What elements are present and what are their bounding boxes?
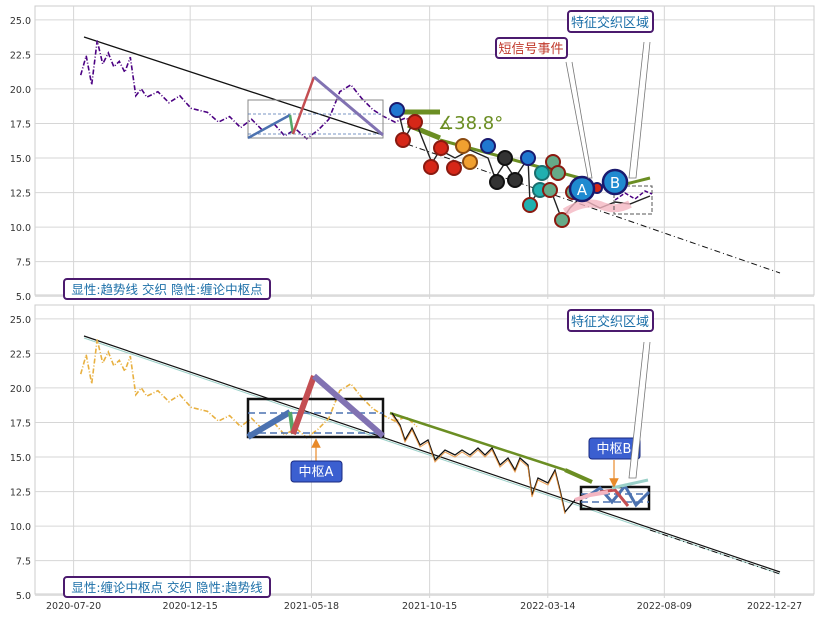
top-zhongshu-box [247, 99, 384, 139]
signal-marker [534, 165, 550, 181]
x-tick-label: 2020-12-15 [163, 601, 218, 612]
signal-marker [395, 132, 411, 148]
top-feature-callout-arrow [628, 41, 651, 179]
x-tick-label: 2021-10-15 [402, 601, 457, 612]
zhongshu-b-bi-strokes-3 [574, 490, 609, 502]
y-tick-label: 7.5 [16, 258, 31, 269]
signal-marker [489, 174, 505, 190]
bottom-panel: 5.0 7.5 10.0 12.5 15.0 17.5 20.0 22.5 25.0 2020-… [10, 304, 815, 612]
y-tick-label: 25.0 [10, 315, 31, 326]
y-tick-label: 12.5 [10, 189, 31, 200]
marker-b-circle [601, 168, 629, 196]
bottom-x-gridlines [73, 305, 776, 598]
signal-marker [389, 102, 405, 118]
bottom-bi-stroke-4 [312, 373, 385, 439]
bottom-olive-line [389, 411, 566, 472]
top-pink-wave [562, 199, 632, 216]
y-tick-label: 17.5 [10, 418, 31, 429]
signal-callout-arrow [565, 61, 593, 179]
signal-marker [497, 150, 513, 166]
top-feature-box [613, 185, 653, 215]
bottom-feature-callout-arrow [628, 341, 651, 479]
signal-marker [462, 154, 478, 170]
marker-b-label: B [610, 174, 620, 192]
bottom-olive-arrow [564, 468, 593, 484]
x-tick-label: 2021-05-18 [284, 601, 339, 612]
top-trend-line [83, 36, 384, 136]
signal-marker [542, 182, 558, 198]
top-feature-callout-box [567, 10, 654, 33]
bottom-zigzag-orange [391, 414, 566, 515]
top-panel: 5.0 7.5 10.0 12.5 15.0 17.5 20.0 22.5 25.0 ∡38.8… [10, 5, 815, 303]
signal-marker [554, 212, 570, 228]
top-bi-stroke-4 [313, 75, 384, 137]
y-tick-label: 10.0 [10, 223, 31, 234]
zhongshu-a-label: 中枢A [299, 465, 334, 480]
x-tick-label: 2020-07-20 [46, 601, 101, 612]
bottom-annotation-text: 显性:缠论中枢点 交织 隐性:趋势线 [71, 580, 263, 595]
signal-marker [433, 140, 449, 156]
top-bi-stroke-2 [288, 114, 295, 135]
signal-marker [455, 138, 471, 154]
bottom-plot-area [34, 304, 815, 595]
marker-a-label: A [577, 181, 588, 199]
y-tick-label: 15.0 [10, 453, 31, 464]
y-tick-label: 5.0 [16, 591, 31, 602]
y-tick-label: 22.5 [10, 50, 31, 61]
y-tick-label: 22.5 [10, 349, 31, 360]
x-tick-label: 2022-08-09 [637, 601, 692, 612]
zhongshu-a-label-box [290, 460, 343, 483]
y-tick-label: 20.0 [10, 85, 31, 96]
y-tick-label: 10.0 [10, 522, 31, 533]
bottom-bi-stroke-3 [290, 374, 317, 436]
signal-marker [407, 114, 423, 130]
y-tick-label: 15.0 [10, 154, 31, 165]
x-tick-label: 2022-03-14 [520, 601, 575, 612]
signal-marker [423, 159, 439, 175]
signal-marker [507, 172, 523, 188]
y-tick-label: 7.5 [16, 557, 31, 568]
bottom-feature-callout-box [567, 309, 654, 332]
signal-callout-text: 短信号事件 [498, 42, 563, 57]
signal-marker [550, 165, 566, 181]
bottom-x-axis: 2020-07-20 2020-12-15 2021-05-18 2021-10-15… [46, 601, 802, 612]
y-tick-label: 20.0 [10, 384, 31, 395]
y-tick-label: 12.5 [10, 488, 31, 499]
zhongshu-b-label-box [588, 437, 641, 460]
y-tick-label: 17.5 [10, 119, 31, 130]
zhongshu-a-box [246, 397, 385, 439]
bottom-annotation-box [63, 576, 271, 598]
marker-a-circle [568, 175, 596, 203]
signal-callout-box [495, 37, 568, 59]
top-annotation-text: 显性:趋势线 交织 隐性:缠论中枢点 [71, 282, 262, 297]
angle-label: ∡38.8° [438, 113, 503, 134]
signal-marker [520, 150, 536, 166]
bottom-feature-callout-text: 特征交织区域 [571, 314, 649, 330]
top-bi-stroke-1 [247, 113, 291, 140]
bottom-y-axis: 5.0 7.5 10.0 12.5 15.0 17.5 20.0 22.5 25.0 [10, 315, 31, 602]
bottom-trend-dash [649, 529, 781, 575]
x-tick-label: 2022-12-27 [747, 601, 802, 612]
top-bi-stroke-3 [291, 76, 316, 135]
zhongshu-b-label: 中枢B [597, 442, 632, 457]
signal-marker [480, 138, 496, 154]
y-tick-label: 5.0 [16, 292, 31, 303]
top-feature-callout-text: 特征交织区域 [571, 15, 649, 31]
top-y-axis: 5.0 7.5 10.0 12.5 15.0 17.5 20.0 22.5 25.0 [10, 16, 31, 303]
bottom-bi-stroke-1 [246, 409, 292, 440]
bottom-zigzag-line [391, 412, 586, 514]
top-feature-purple-line [614, 190, 653, 201]
top-annotation-box [63, 278, 271, 300]
y-tick-label: 25.0 [10, 16, 31, 27]
signal-marker [522, 197, 538, 213]
signal-marker [446, 160, 462, 176]
